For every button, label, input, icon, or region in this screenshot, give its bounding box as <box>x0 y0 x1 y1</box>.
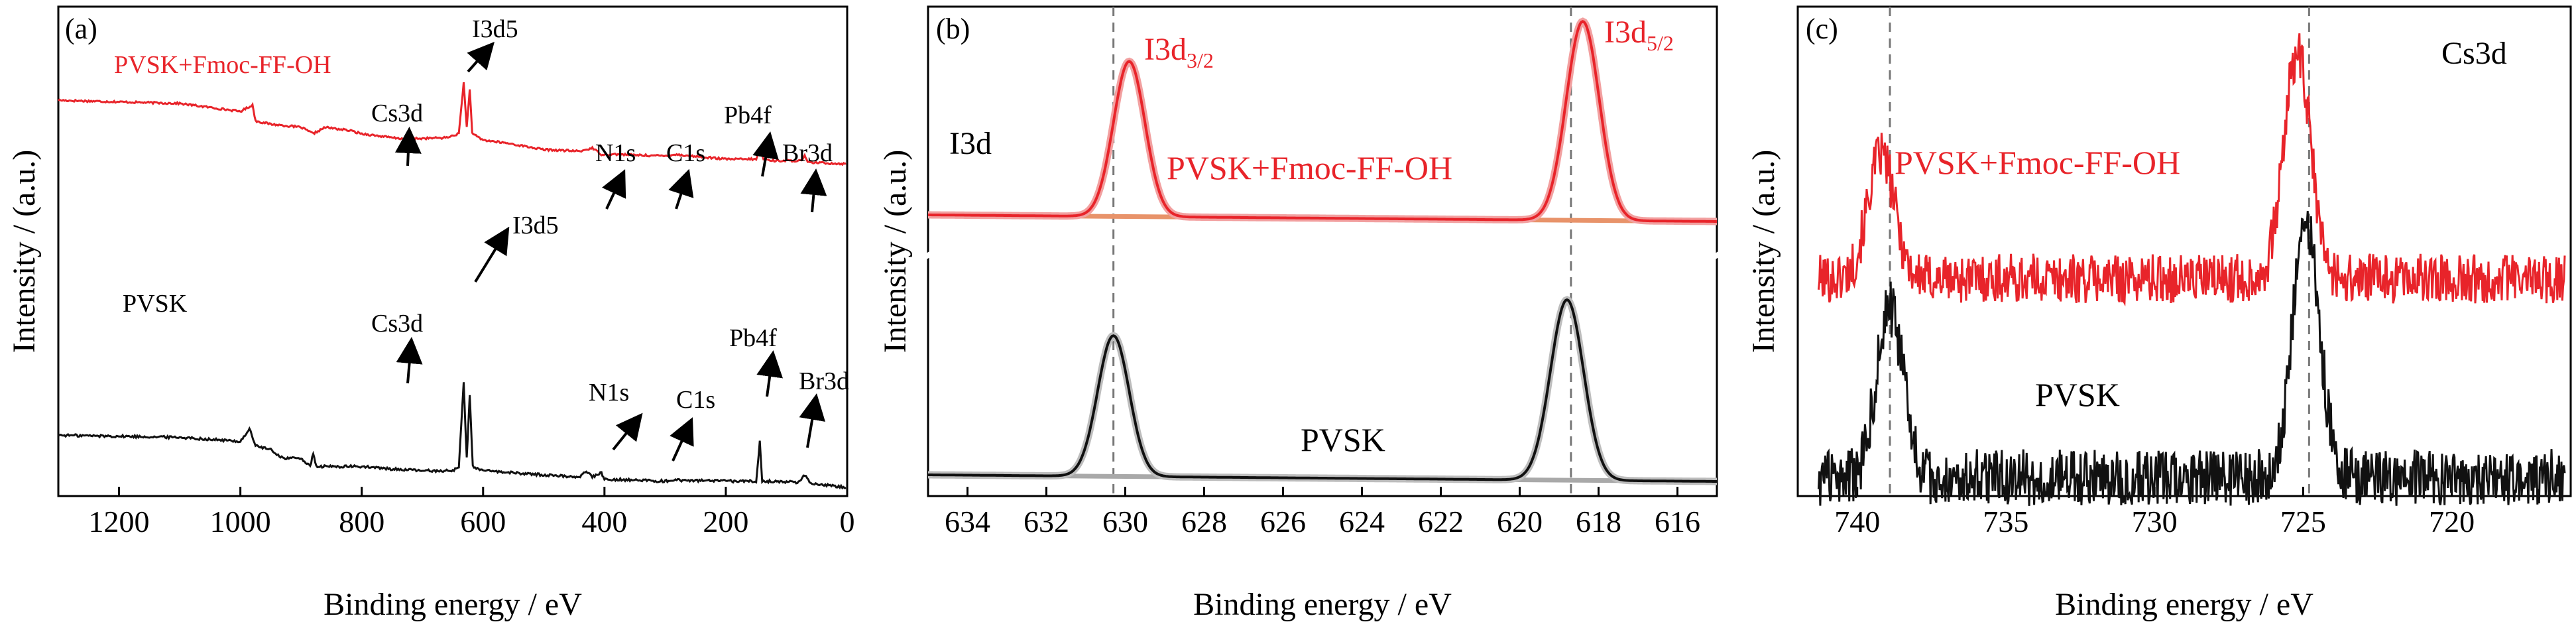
panel-b: (b) 634 632 630 628 626 624 622 620 618 616 Bindi… <box>878 5 1724 622</box>
arrow-i3d5-red <box>467 42 495 73</box>
arrow-n1s-black <box>612 412 643 451</box>
panel-b-xlabel: Binding energy / eV <box>1193 587 1452 622</box>
panel-c-x-tick-label-4: 720 <box>2429 505 2475 538</box>
panel-a-x-tick-label-4: 400 <box>581 505 627 538</box>
panel-a-x-tick-label-6: 0 <box>840 505 855 538</box>
arrow-br3d-black <box>799 393 825 448</box>
panel-b-x-tick-label-3: 628 <box>1181 505 1227 538</box>
panel-a-x-tick-label-5: 200 <box>703 505 748 538</box>
arrow-i3d5-black <box>474 226 510 283</box>
panel-c-frame <box>1796 5 2572 497</box>
panel-b-series <box>927 17 1718 485</box>
panel-b-x-ticks: 634 632 630 628 626 624 622 620 618 616 <box>945 487 1700 538</box>
panel-a: (a) 1200 1000 800 600 400 200 0 Binding energy… <box>7 5 855 622</box>
panel-b-black-sample: PVSK <box>1301 421 1385 458</box>
panel-c-black-sample: PVSK <box>2035 376 2120 413</box>
arrow-cs3d-red <box>394 127 422 166</box>
annotation-c1s-red: C1s <box>666 139 705 167</box>
panel-c-series <box>1817 33 2566 506</box>
panel-c-ylabel: Intensity / (a.u.) <box>1746 150 1781 353</box>
panel-b-axis-break-left <box>921 249 935 261</box>
panel-b-x-tick-label-1: 632 <box>1024 505 1069 538</box>
panel-a-ylabel: Intensity / (a.u.) <box>7 150 42 353</box>
panel-a-series-red <box>58 82 847 166</box>
panel-b-x-tick-label-9: 616 <box>1655 505 1700 538</box>
panel-c-red-sample: PVSK+Fmoc-FF-OH <box>1895 144 2180 181</box>
panel-c-series-black <box>1817 210 2566 506</box>
arrow-br3d-red <box>800 168 827 213</box>
annotation-n1s-black: N1s <box>589 379 629 407</box>
panel-a-frame <box>57 5 849 497</box>
panel-c-reference-lines <box>1889 7 2310 496</box>
annotation-i3d5-red: I3d5 <box>472 15 518 43</box>
annotation-cs3d-red: Cs3d <box>371 99 423 127</box>
panel-b-x-tick-label-5: 624 <box>1339 505 1385 538</box>
panel-c-xlabel: Binding energy / eV <box>2055 587 2313 622</box>
panel-a-series <box>58 82 847 490</box>
panel-c-x-tick-label-0: 740 <box>1834 505 1880 538</box>
annotation-red-sample: PVSK+Fmoc-FF-OH <box>114 51 331 79</box>
panel-b-ylabel: Intensity / (a.u.) <box>878 150 913 353</box>
panel-c-label: (c) <box>1806 13 1838 45</box>
panel-c-series-red <box>1817 33 2566 307</box>
annotation-br3d-red: Br3d <box>782 139 833 167</box>
panel-a-label: (a) <box>65 13 97 45</box>
panel-c-region-label: Cs3d <box>2441 36 2507 71</box>
arrow-n1s-red <box>601 169 626 210</box>
annotation-c1s-black: C1s <box>676 386 715 414</box>
panel-b-x-tick-label-2: 630 <box>1102 505 1148 538</box>
arrow-pb4f-black <box>756 350 783 397</box>
annotation-pb4f-black: Pb4f <box>729 324 777 352</box>
annotation-n1s-red: N1s <box>595 139 636 167</box>
panel-b-series-black <box>928 298 1717 483</box>
panel-b-series-red <box>928 20 1717 223</box>
panel-c-x-tick-label-3: 725 <box>2280 505 2326 538</box>
arrow-pb4f-red <box>752 131 779 177</box>
annotation-cs3d-black: Cs3d <box>371 310 423 338</box>
panel-b-x-tick-label-0: 634 <box>945 505 990 538</box>
panel-c-x-tick-label-1: 735 <box>1983 505 2028 538</box>
panel-b-red-sample: PVSK+Fmoc-FF-OH <box>1167 149 1452 186</box>
annotation-black-sample: PVSK <box>123 290 188 318</box>
panel-b-x-tick-label-8: 618 <box>1576 505 1621 538</box>
panel-c-x-tick-label-2: 730 <box>2132 505 2178 538</box>
panel-c-x-ticks: 740 735 730 725 720 <box>1834 487 2475 538</box>
panel-b-x-tick-label-7: 620 <box>1497 505 1543 538</box>
panel-b-x-tick-label-6: 622 <box>1418 505 1464 538</box>
panel-a-series-black <box>58 382 847 490</box>
panel-a-x-tick-label-2: 800 <box>339 505 384 538</box>
panel-b-region-label: I3d <box>949 126 992 161</box>
annotation-br3d-black: Br3d <box>799 367 849 395</box>
panel-a-xlabel: Binding energy / eV <box>323 587 582 622</box>
arrow-cs3d-black <box>396 337 423 384</box>
panel-b-x-tick-label-4: 626 <box>1260 505 1306 538</box>
panel-a-x-ticks: 1200 1000 800 600 400 200 0 <box>89 487 855 538</box>
panel-a-x-tick-label-0: 1200 <box>89 505 150 538</box>
peak-label-i3d32: I3d3/2 <box>1144 32 1214 72</box>
panel-b-fit-red <box>928 17 1717 225</box>
panel-b-label: (b) <box>936 13 970 45</box>
panel-a-x-tick-label-1: 1000 <box>210 505 271 538</box>
peak-label-i3d52: I3d5/2 <box>1604 15 1674 55</box>
annotation-i3d5-black: I3d5 <box>512 212 559 239</box>
arrow-c1s-red <box>668 168 694 210</box>
panel-c: (c) 740 735 730 725 720 Binding energy / eV … <box>1746 5 2572 622</box>
panel-a-x-tick-label-3: 600 <box>460 505 506 538</box>
panel-b-axis-break-right <box>1710 249 1724 261</box>
annotation-pb4f-red: Pb4f <box>724 101 772 129</box>
panel-b-frame <box>927 5 1718 497</box>
arrow-c1s-black <box>670 417 694 462</box>
